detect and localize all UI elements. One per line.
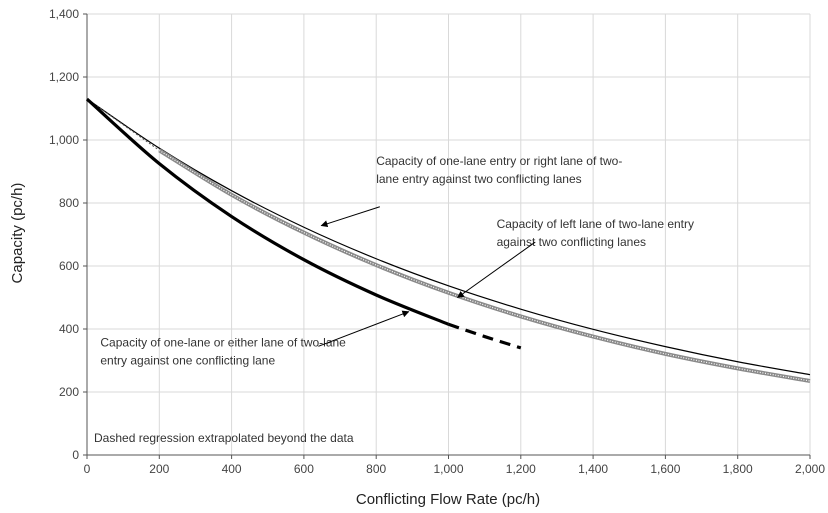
y-tick-label: 400 [59, 322, 79, 336]
y-tick-label: 1,000 [49, 133, 79, 147]
extrapolation-note: Dashed regression extrapolated beyond th… [94, 431, 354, 445]
annotation-label-2: Capacity of left lane of two-lane entry a… [497, 217, 694, 249]
series-left-lane-extrapolation [86, 98, 160, 151]
x-tick-label: 800 [366, 462, 386, 476]
series-one-conflicting-lane-line [85, 97, 450, 326]
annotation-label-1: Capacity of one-lane entry or right lane… [376, 154, 622, 186]
annotation-label-3: Capacity of one-lane or either lane of t… [100, 335, 346, 367]
x-tick-label: 0 [84, 462, 91, 476]
x-tick-label: 600 [294, 462, 314, 476]
y-tick-label: 200 [59, 385, 79, 399]
grid [87, 13, 811, 455]
x-tick-label: 2,000 [795, 462, 825, 476]
y-tick-label: 800 [59, 196, 79, 210]
annotation-arrow-3 [318, 310, 410, 347]
tick-labels: 0 200 400 600 800 1,000 1,200 1,400 1,600 1,800 2,… [49, 7, 825, 476]
x-axis-title: Conflicting Flow Rate (pc/h) [356, 491, 540, 508]
y-axis-title: Capacity (pc/h) [9, 183, 26, 284]
x-tick-label: 1,400 [578, 462, 608, 476]
y-tick-label: 1,200 [49, 70, 79, 84]
x-tick-label: 1,800 [723, 462, 753, 476]
x-tick-label: 1,000 [433, 462, 463, 476]
y-tick-label: 600 [59, 259, 79, 273]
x-tick-label: 1,200 [506, 462, 536, 476]
series-left-lane-hatch [158, 149, 811, 382]
series-one-lane-two-conflicting-line [86, 98, 811, 376]
y-tick-label: 1,400 [49, 7, 79, 21]
series-one-conflicting-lane-extrapolation [447, 322, 522, 350]
axes [83, 13, 811, 459]
x-tick-label: 200 [149, 462, 169, 476]
annotation-arrow-1 [320, 206, 380, 228]
x-tick-label: 400 [222, 462, 242, 476]
y-tick-label: 0 [72, 448, 79, 462]
x-tick-label: 1,600 [650, 462, 680, 476]
annotations: Capacity of one-lane entry or right lane… [100, 154, 694, 367]
series-lines [85, 97, 811, 383]
annotation-arrow-2 [456, 241, 536, 298]
